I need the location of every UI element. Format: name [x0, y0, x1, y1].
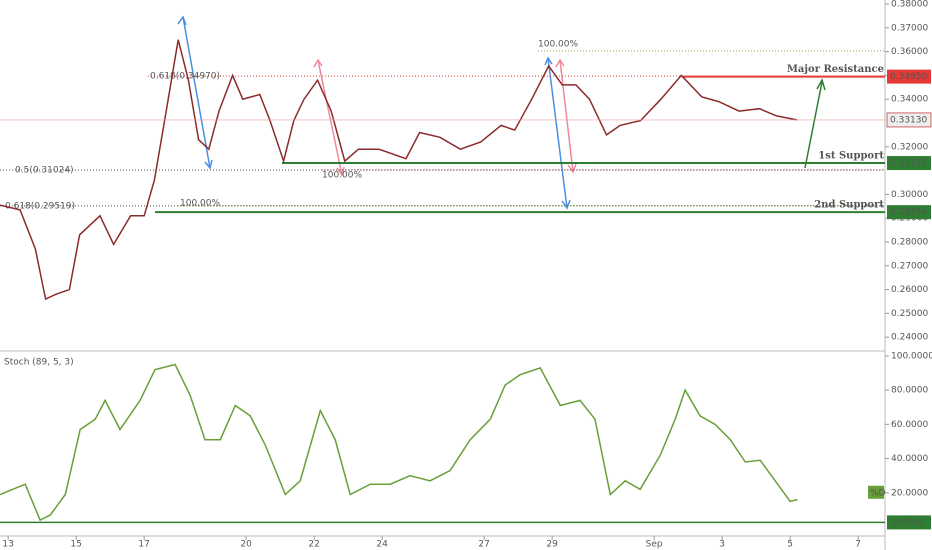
x-tick-label: 15 — [70, 540, 81, 550]
last-price-label: 0.33130 — [890, 115, 927, 125]
x-tick-label: 24 — [376, 540, 388, 550]
level-box — [887, 156, 931, 171]
level-value: 0.31317 — [890, 159, 927, 169]
arrow-head — [567, 163, 577, 174]
arrow — [804, 81, 823, 169]
y-tick-label: 0.30000 — [891, 190, 928, 200]
fib-label: 100.00% — [180, 198, 220, 208]
arrow-head — [544, 56, 553, 66]
y-tick-label: 0.27000 — [891, 261, 928, 271]
arrow-head — [561, 199, 571, 210]
arrow-head — [313, 58, 323, 68]
fib-label: 100.00% — [322, 170, 362, 180]
level-name: 2nd Support — [814, 200, 884, 211]
x-tick-label: 13 — [2, 540, 13, 550]
y-tick-label: 0.34000 — [891, 95, 928, 105]
y-tick-label: 0.37000 — [891, 23, 928, 33]
x-tick-label: 20 — [240, 540, 252, 550]
y-tick-label: 20.0000 — [891, 488, 928, 498]
x-tick-label: 27 — [478, 540, 489, 550]
x-tick-label: 5 — [787, 540, 793, 550]
arrow-head — [204, 159, 213, 170]
x-tick-label: 17 — [138, 540, 149, 550]
stoch-level-label: 2.6704 — [892, 518, 924, 528]
stoch-level-box — [887, 515, 931, 530]
y-tick-label: 0.26000 — [891, 285, 928, 295]
arrow-head — [816, 78, 826, 91]
fib-label: 0.5(0.31024) — [15, 166, 74, 176]
level-name: 1st Support — [818, 151, 884, 162]
y-tick-label: 0.32000 — [891, 142, 928, 152]
x-tick-label: 3 — [719, 540, 725, 550]
level-box — [887, 205, 931, 220]
y-tick-label: 0.28000 — [891, 237, 928, 247]
stoch-line — [0, 363, 798, 522]
level-box — [887, 69, 931, 84]
last-price-box — [886, 112, 932, 128]
y-tick-label: 0.24000 — [891, 333, 928, 343]
fib-label: 100.00% — [538, 39, 578, 49]
x-tick-label: Sep — [646, 540, 663, 550]
y-tick-label: 0.36000 — [891, 47, 928, 57]
arrows — [177, 15, 826, 210]
level-value: 0.29254 — [890, 208, 927, 218]
y-tick-label: 40.0000 — [891, 454, 928, 464]
arrow — [559, 59, 574, 173]
y-tick-label: 100.0000 — [891, 351, 932, 361]
arrow-head — [555, 58, 565, 68]
x-tick-label: 22 — [308, 540, 319, 550]
legend-box — [868, 485, 884, 499]
y-tick-label: 60.0000 — [891, 420, 928, 430]
y-tick-label: 80.0000 — [891, 386, 928, 396]
arrow-head — [177, 15, 187, 26]
arrow — [182, 16, 211, 169]
fib-label: 0.618(0.34970) — [150, 72, 220, 82]
y-tick-label: 0.25000 — [891, 309, 928, 319]
arrow — [547, 57, 568, 209]
level-value: 0.34950 — [890, 72, 927, 82]
price-line — [0, 39, 798, 301]
y-tick-label: 0.38000 — [891, 0, 928, 10]
x-tick-label: 29 — [546, 540, 558, 550]
arrow — [317, 59, 343, 176]
level-name: Major Resistance — [787, 64, 884, 75]
x-tick-label: 7 — [855, 540, 861, 550]
fib-label: 0.618(0.29519) — [5, 201, 75, 211]
legend-label: %D — [870, 488, 886, 498]
stoch-title: Stoch (89, 5, 3) — [4, 358, 74, 368]
